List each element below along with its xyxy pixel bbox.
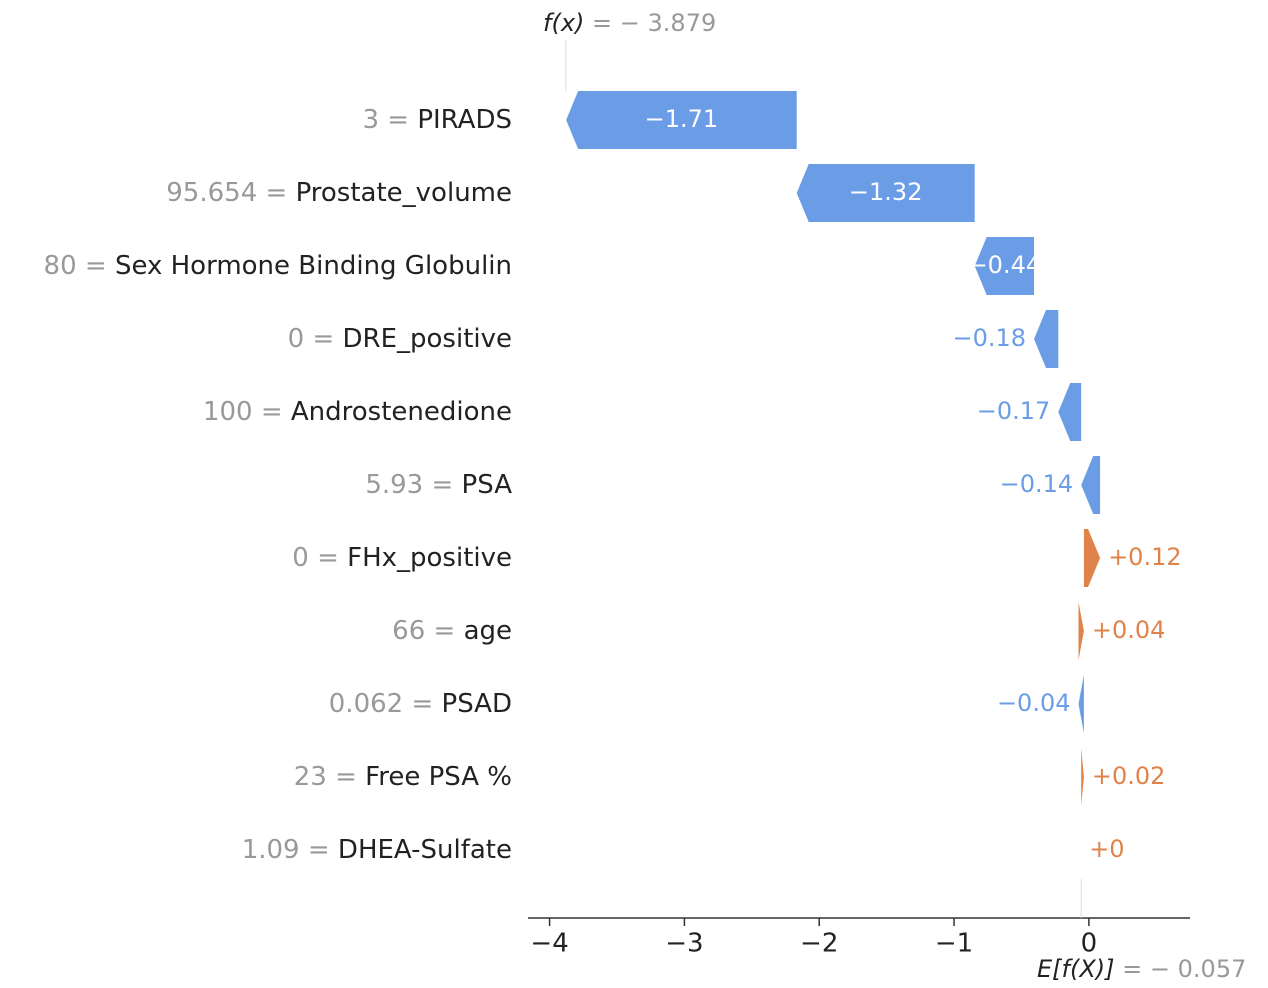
feature-name: FHx_positive <box>347 543 512 573</box>
value-label: −0.04 <box>997 689 1071 717</box>
feature-label: 0 = DRE_positive <box>288 324 512 354</box>
feature-value: 0 = <box>288 324 335 354</box>
feature-value: 1.09 = <box>242 835 330 865</box>
bar <box>1078 675 1084 733</box>
bar <box>1034 310 1059 368</box>
feature-value: 5.93 = <box>365 470 453 500</box>
value-label: +0.02 <box>1092 762 1166 790</box>
value-label: +0.12 <box>1108 543 1182 571</box>
feature-value: 23 = <box>294 762 357 792</box>
output-label: f(x) = − 3.879 <box>543 9 716 37</box>
feature-value: 3 = <box>362 105 409 135</box>
feature-name: DRE_positive <box>343 324 513 354</box>
feature-label: 0.062 = PSAD <box>329 689 512 719</box>
base-label: E[f(X)] = − 0.057 <box>1037 955 1246 983</box>
bar <box>1081 748 1084 806</box>
feature-label: 0 = FHx_positive <box>292 543 512 573</box>
output-equals: = <box>592 9 612 37</box>
value-label: +0 <box>1089 835 1124 863</box>
x-tick-label: −3 <box>665 929 703 959</box>
value-label: −0.44 <box>968 251 1042 279</box>
bar <box>1083 529 1101 587</box>
x-tick-label: −1 <box>935 929 973 959</box>
feature-name: Androstenedione <box>291 397 512 427</box>
x-tick-label: 0 <box>1081 929 1098 959</box>
feature-label: 23 = Free PSA % <box>294 762 512 792</box>
feature-value: 80 = <box>44 251 107 281</box>
feature-label: 80 = Sex Hormone Binding Globulin <box>44 251 512 281</box>
x-tick-label: −4 <box>530 929 568 959</box>
output-name: f(x) <box>543 9 584 37</box>
value-label: −0.17 <box>977 397 1051 425</box>
feature-value: 100 = <box>203 397 283 427</box>
feature-label: 1.09 = DHEA-Sulfate <box>242 835 512 865</box>
base-value: − 0.057 <box>1150 955 1246 983</box>
feature-value: 0 = <box>292 543 339 573</box>
feature-value: 0.062 = <box>329 689 433 719</box>
output-value: − 3.879 <box>620 9 716 37</box>
bar <box>974 237 1035 295</box>
feature-label: 66 = age <box>392 616 512 646</box>
feature-value: 66 = <box>392 616 455 646</box>
feature-name: PSAD <box>442 689 512 719</box>
base-equals: = <box>1122 955 1142 983</box>
feature-name: PIRADS <box>417 105 512 135</box>
bar <box>1058 383 1082 441</box>
feature-label: 5.93 = PSA <box>365 470 512 500</box>
x-tick-label: −2 <box>800 929 838 959</box>
feature-name: Sex Hormone Binding Globulin <box>115 251 512 281</box>
feature-label: 95.654 = Prostate_volume <box>166 178 512 208</box>
value-label: +0.04 <box>1092 616 1166 644</box>
bar <box>796 164 975 222</box>
value-label: −0.18 <box>952 324 1026 352</box>
feature-name: Prostate_volume <box>296 178 512 208</box>
feature-value: 95.654 = <box>166 178 287 208</box>
bar <box>1081 456 1101 514</box>
feature-name: Free PSA % <box>365 762 512 792</box>
feature-name: DHEA-Sulfate <box>338 835 512 865</box>
value-label: −1.71 <box>645 105 719 133</box>
feature-name: age <box>464 616 512 646</box>
feature-label: 3 = PIRADS <box>362 105 512 135</box>
feature-label: 100 = Androstenedione <box>203 397 512 427</box>
value-label: −0.14 <box>1000 470 1074 498</box>
feature-name: PSA <box>462 470 513 500</box>
base-name: E[f(X)] <box>1037 955 1115 983</box>
bar <box>1078 602 1084 660</box>
bar <box>566 91 797 149</box>
value-label: −1.32 <box>849 178 923 206</box>
